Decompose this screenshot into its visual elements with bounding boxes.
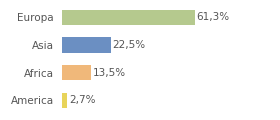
Bar [62, 10, 195, 25]
Text: 13,5%: 13,5% [93, 68, 126, 78]
Bar [62, 37, 111, 53]
Text: 2,7%: 2,7% [69, 95, 96, 105]
Bar [62, 93, 67, 108]
Text: 22,5%: 22,5% [112, 40, 145, 50]
Bar [62, 65, 91, 80]
Text: 61,3%: 61,3% [197, 12, 230, 22]
